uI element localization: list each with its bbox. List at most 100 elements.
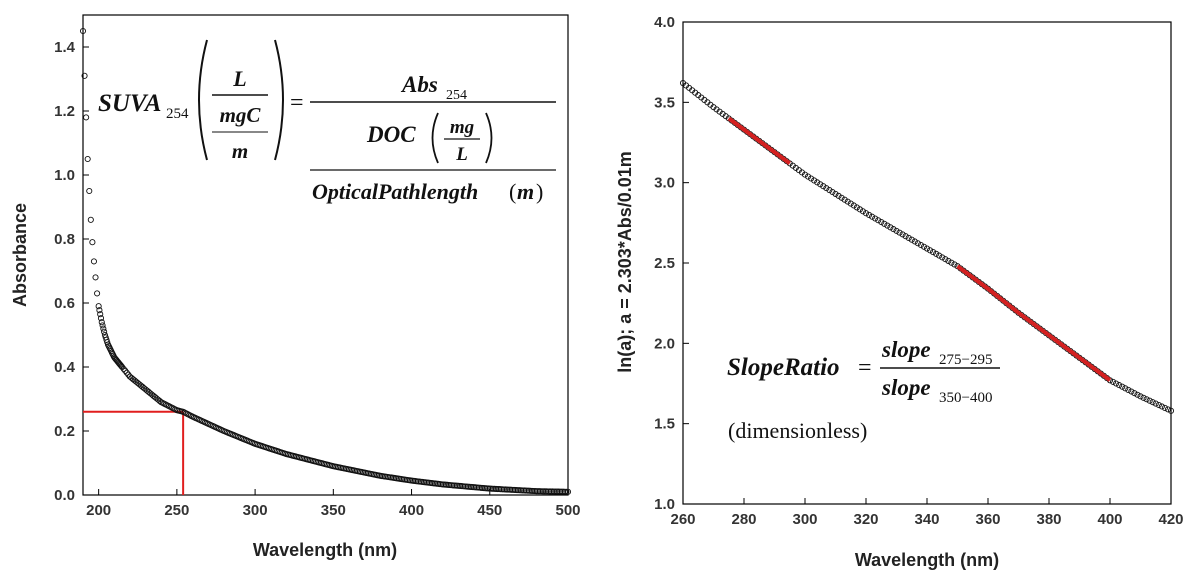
suva-rhs-num: Abs — [400, 72, 438, 97]
left-data-point — [90, 258, 97, 265]
left-x-tick-label: 250 — [164, 502, 189, 519]
right-x-tick-label: 300 — [792, 511, 817, 528]
right-data-point — [923, 245, 931, 252]
right-data-point — [914, 240, 921, 247]
left-data-point — [97, 311, 104, 318]
right-data-point — [826, 187, 833, 194]
right-highlight-segments — [727, 116, 1112, 382]
left-data-point — [117, 362, 124, 369]
right-data-point — [1128, 388, 1135, 395]
right-x-tick-label: 320 — [853, 511, 878, 528]
suva-unit-den-top: mgC — [220, 103, 262, 127]
slope-ratio-den: slope — [881, 375, 931, 400]
left-x-tick-label: 200 — [86, 502, 111, 519]
right-data-point — [1122, 385, 1129, 392]
right-data-point — [945, 257, 952, 264]
left-annotation-lines — [83, 410, 185, 495]
right-data-point — [951, 261, 958, 268]
highlight-segment — [956, 264, 1112, 382]
right-y-tick-label: 2.0 — [654, 335, 675, 352]
suva-unit-den-bottom: m — [232, 139, 248, 163]
suva-pathlength-paren-close: ) — [536, 179, 543, 204]
right-data-point — [881, 220, 888, 227]
right-y-tick-label: 2.5 — [654, 255, 675, 272]
slope-ratio-lhs: SlopeRatio — [727, 354, 840, 381]
left-y-tick-label: 1.2 — [54, 103, 75, 120]
left-data-point — [97, 315, 105, 322]
left-data-points — [79, 27, 572, 495]
suva-lhs: SUVA — [98, 90, 161, 117]
right-y-axis-label: ln(a); a = 2.303*Abs/0.01m — [615, 151, 635, 373]
suva-paren-right — [274, 39, 284, 161]
right-chart: 260 280 300 320 340 360 380 400 420 1.0 1.5 2.0 2.5… — [615, 14, 1184, 570]
right-data-point — [887, 224, 894, 231]
right-y-ticks: 1.0 1.5 2.0 2.5 3.0 3.5 4.0 — [654, 14, 689, 513]
right-data-point — [1161, 404, 1168, 411]
right-y-tick-label: 3.0 — [654, 175, 675, 192]
right-data-point — [920, 243, 928, 250]
right-data-point — [948, 259, 955, 266]
right-data-point — [878, 218, 885, 226]
right-data-point — [1113, 380, 1120, 387]
right-y-tick-label: 1.5 — [654, 416, 675, 433]
right-data-point — [829, 188, 836, 196]
slope-ratio-den-sub: 350−400 — [939, 390, 992, 406]
right-data-point — [850, 202, 857, 209]
left-data-point — [101, 328, 108, 335]
left-y-ticks: 0.0 0.2 0.4 0.6 0.8 1.0 1.2 1.4 — [54, 39, 89, 504]
right-data-point — [856, 206, 863, 213]
right-data-point — [832, 190, 839, 197]
suva-equation: SUVA 254 L mgC m = Abs 254 DOC mg L Opti… — [98, 39, 556, 204]
right-data-point — [1137, 393, 1144, 400]
right-data-point — [847, 200, 854, 207]
left-x-tick-label: 300 — [243, 502, 268, 519]
suva-pathlength-unit: m — [517, 179, 534, 204]
left-data-point — [87, 216, 94, 223]
right-data-point — [1131, 390, 1138, 397]
right-data-point — [939, 254, 946, 261]
right-data-point — [808, 175, 815, 182]
right-data-point — [911, 238, 918, 245]
right-data-point — [875, 217, 882, 224]
left-data-point — [99, 322, 106, 329]
right-data-point — [841, 196, 848, 203]
left-y-tick-label: 0.6 — [54, 295, 75, 312]
right-data-point — [1110, 378, 1117, 385]
right-data-point — [1146, 397, 1153, 404]
right-x-tick-label: 400 — [1097, 511, 1122, 528]
right-data-point — [942, 256, 949, 263]
right-data-point — [908, 236, 915, 243]
suva-equals: = — [290, 90, 304, 116]
left-chart: 200 250 300 350 400 450 500 0.0 0.2 0.4 0.6 0.8 1.0… — [10, 14, 581, 560]
left-data-point — [119, 363, 126, 371]
left-y-tick-label: 0.4 — [54, 359, 76, 376]
right-data-point — [838, 194, 845, 201]
right-data-point — [835, 192, 842, 199]
right-data-point — [1143, 396, 1150, 403]
right-data-point — [1149, 399, 1156, 406]
left-y-tick-label: 0.0 — [54, 487, 75, 504]
left-plot-frame — [82, 14, 569, 496]
left-x-tick-label: 500 — [555, 502, 580, 519]
left-data-point — [156, 397, 163, 404]
right-data-point — [805, 173, 812, 180]
right-data-point — [1164, 406, 1171, 413]
right-data-point — [930, 249, 937, 256]
right-data-point — [893, 227, 900, 234]
right-data-point — [1125, 386, 1132, 393]
left-data-point — [79, 27, 87, 35]
suva-doc-unit-top: mg — [450, 117, 474, 138]
left-data-point — [92, 274, 99, 281]
left-data-point — [84, 155, 91, 163]
right-data-point — [1116, 382, 1123, 389]
right-data-point — [1155, 401, 1162, 409]
right-data-point — [927, 247, 934, 254]
left-y-axis-label: Absorbance — [10, 203, 30, 307]
highlight-segment — [727, 116, 791, 165]
left-x-ticks: 200 250 300 350 400 450 500 — [86, 489, 581, 519]
left-x-tick-label: 350 — [321, 502, 346, 519]
left-data-point — [94, 290, 101, 297]
slope-ratio-equation: SlopeRatio = slope 275−295 slope 350−400… — [727, 337, 1000, 443]
left-y-tick-label: 1.4 — [54, 39, 76, 56]
